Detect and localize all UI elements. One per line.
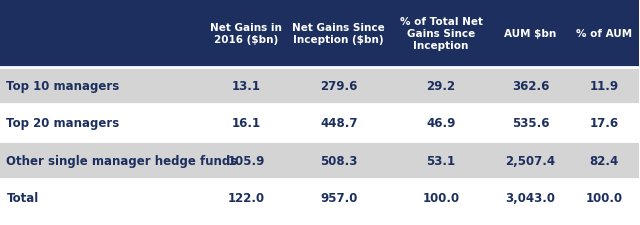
Text: 2,507.4: 2,507.4 [506,154,556,167]
Bar [205,0,287,68]
Text: 362.6: 362.6 [512,80,549,92]
Bar [0,179,639,216]
Bar [0,68,639,105]
Bar [0,0,205,68]
Text: 82.4: 82.4 [589,154,619,167]
Text: AUM $bn: AUM $bn [504,29,557,39]
Text: 448.7: 448.7 [320,117,358,130]
Text: 46.9: 46.9 [426,117,456,130]
Text: Total: Total [6,191,38,204]
Text: % of AUM: % of AUM [576,29,632,39]
Text: 535.6: 535.6 [512,117,549,130]
Bar [390,0,492,68]
Text: 3,043.0: 3,043.0 [506,191,556,204]
Text: Top 10 managers: Top 10 managers [6,80,120,92]
Bar [0,105,639,142]
Text: 11.9: 11.9 [589,80,619,92]
Text: 100.0: 100.0 [422,191,460,204]
Text: Top 20 managers: Top 20 managers [6,117,120,130]
Bar [0,142,639,179]
Text: 100.0: 100.0 [586,191,623,204]
Text: Net Gains Since
Inception ($bn): Net Gains Since Inception ($bn) [292,22,385,45]
Text: Other single manager hedge funds: Other single manager hedge funds [6,154,237,167]
Text: Net Gains in
2016 ($bn): Net Gains in 2016 ($bn) [210,22,282,45]
Text: 13.1: 13.1 [232,80,260,92]
Text: 16.1: 16.1 [232,117,260,130]
Text: 53.1: 53.1 [426,154,456,167]
Text: 29.2: 29.2 [426,80,456,92]
Text: 957.0: 957.0 [320,191,358,204]
Bar [492,0,569,68]
Text: % of Total Net
Gains Since
Inception: % of Total Net Gains Since Inception [399,16,483,51]
Bar [287,0,390,68]
Text: 508.3: 508.3 [320,154,358,167]
Text: 122.0: 122.0 [228,191,265,204]
Bar [569,0,639,68]
Text: 279.6: 279.6 [320,80,358,92]
Text: 17.6: 17.6 [589,117,619,130]
Text: 105.9: 105.9 [227,154,265,167]
